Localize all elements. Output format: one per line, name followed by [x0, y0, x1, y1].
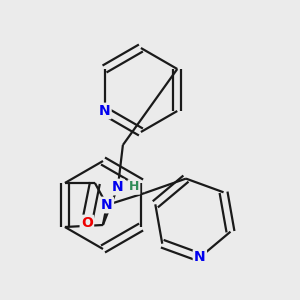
- Text: N: N: [101, 198, 113, 212]
- Text: N: N: [194, 250, 206, 264]
- Text: N: N: [112, 180, 124, 194]
- Text: N: N: [99, 104, 110, 118]
- Text: O: O: [81, 216, 93, 230]
- Text: H: H: [129, 181, 139, 194]
